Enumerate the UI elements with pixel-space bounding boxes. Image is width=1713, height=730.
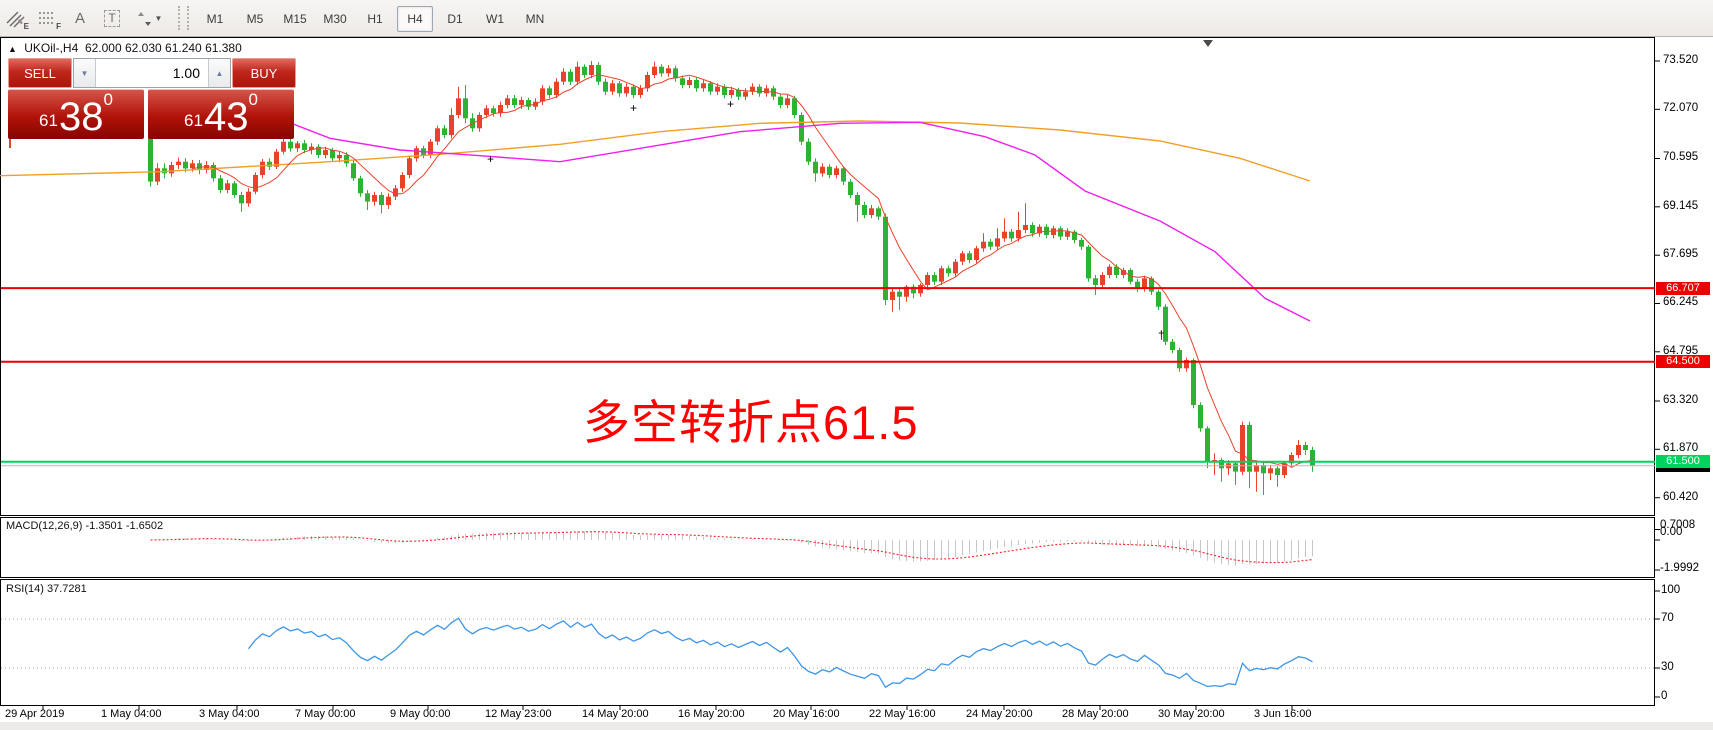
rsi-pane-label: RSI(14) 37.7281: [6, 583, 87, 595]
timeframe-button-m5[interactable]: M5: [246, 11, 264, 26]
ma-orange-line: [0, 120, 1311, 182]
timeframe-button-m1[interactable]: M1: [206, 11, 224, 26]
text-label-tool-button[interactable]: T: [96, 5, 128, 33]
macd-pane-label: MACD(12,26,9) -1.3501 -1.6502: [6, 520, 164, 532]
chart-marker-icon: †: [1158, 328, 1165, 342]
fibonacci-tool-button[interactable]: F: [32, 5, 64, 33]
ma-red-line: [192, 74, 1313, 468]
timeframe-button-row: M1 M5 M15 M30 H1 H4 D1 W1 MN: [195, 5, 555, 32]
toolbar: E F A T ▼ M1 M5 M15 M30 H1 H4 D1 W1 MN: [0, 0, 1713, 37]
ohlc-values: 62.000 62.030 61.240 61.380: [84, 41, 242, 55]
chart-text-annotation[interactable]: 多空转折点61.5: [583, 396, 919, 449]
buy-price-sup: 0: [248, 90, 258, 109]
buy-price-big: 43: [203, 95, 249, 139]
text-label-tool-icon: T: [104, 10, 120, 27]
timeframe-button-w1[interactable]: W1: [486, 11, 504, 26]
channel-tool-button[interactable]: E: [0, 5, 32, 33]
buy-button[interactable]: BUY: [232, 58, 296, 88]
volume-increase-button[interactable]: ▲: [208, 59, 230, 87]
fibonacci-tool-icon: [39, 11, 55, 24]
rsi-line: [247, 617, 1313, 689]
hline-price-label-61.500[interactable]: 61.500: [1656, 455, 1710, 468]
volume-input[interactable]: [96, 59, 208, 87]
arrows-tool-button[interactable]: ▼: [128, 5, 170, 33]
volume-decrease-button[interactable]: ▼: [74, 59, 96, 87]
oct-collapse-icon[interactable]: ▲: [8, 44, 17, 54]
timeframe-button-m30[interactable]: M30: [323, 11, 347, 26]
ma-magenta-line: [269, 114, 1311, 322]
sell-price-box[interactable]: 61 38 0: [8, 89, 144, 139]
sell-price-prefix: 61: [39, 111, 58, 130]
chart-title-bar: ▲ UKOil-,H4 62.000 62.030 61.240 61.380: [8, 41, 242, 55]
timeframe-button-d1[interactable]: D1: [447, 11, 463, 26]
sell-button[interactable]: SELL: [8, 58, 72, 88]
arrows-tool-icon: [137, 11, 151, 26]
channel-tool-label: E: [23, 21, 29, 31]
sell-price-big: 38: [58, 95, 104, 139]
timeframe-button-mn[interactable]: MN: [525, 11, 545, 26]
symbol-timeframe-label: UKOil-,H4: [24, 41, 79, 55]
buy-price-prefix: 61: [184, 111, 203, 130]
buy-price-box[interactable]: 61 43 0: [148, 89, 294, 139]
sell-price-sup: 0: [103, 90, 113, 109]
macd-signal-line: [150, 531, 1313, 564]
timeframe-button-h4[interactable]: H4: [397, 5, 433, 32]
text-tool-button[interactable]: A: [64, 5, 96, 33]
arrows-dropdown-caret-icon[interactable]: ▼: [154, 14, 163, 23]
one-click-trading-panel: SELL ▼ ▲ BUY 61 38 0 61 43 0: [8, 58, 296, 139]
timeframe-button-m15[interactable]: M15: [283, 11, 307, 26]
channel-tool-icon: [6, 11, 25, 27]
chart-shift-marker-icon[interactable]: [1203, 40, 1213, 47]
window-bottom-strip: [0, 722, 1713, 730]
toolbar-separator[interactable]: [178, 6, 189, 30]
volume-widget: ▼ ▲: [73, 58, 231, 88]
hline-price-label-64.500[interactable]: 64.500: [1656, 355, 1710, 368]
text-tool-icon: A: [74, 10, 85, 27]
timeframe-button-h1[interactable]: H1: [367, 11, 383, 26]
chart-marker-icon: +: [630, 101, 637, 115]
fibonacci-tool-label: F: [56, 21, 61, 31]
chart-marker-icon: +: [727, 97, 734, 111]
chart-marker-icon: +: [487, 152, 494, 166]
hline-price-label-66.707[interactable]: 66.707: [1656, 282, 1710, 295]
